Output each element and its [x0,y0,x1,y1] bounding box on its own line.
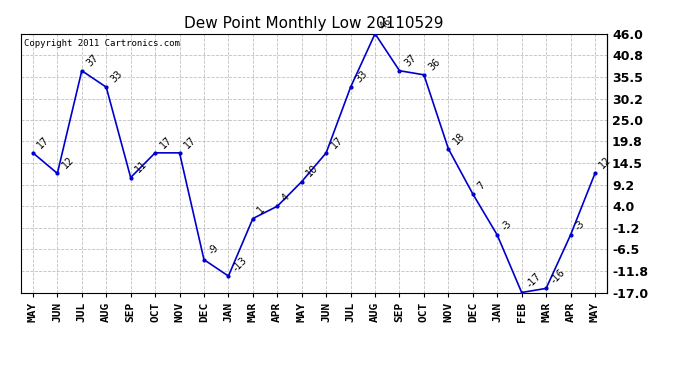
Text: 33: 33 [353,69,369,84]
Text: 17: 17 [329,134,345,150]
Text: -9: -9 [207,243,221,257]
Text: 12: 12 [60,155,76,171]
Text: 18: 18 [451,130,467,146]
Text: 17: 17 [158,134,174,150]
Text: 12: 12 [598,155,613,171]
Text: 46: 46 [378,15,393,31]
Text: 17: 17 [36,134,52,150]
Text: -16: -16 [549,267,567,286]
Title: Dew Point Monthly Low 20110529: Dew Point Monthly Low 20110529 [184,16,444,31]
Text: 1: 1 [255,204,267,216]
Text: 4: 4 [280,192,291,204]
Text: 37: 37 [402,52,418,68]
Text: 17: 17 [182,134,198,150]
Text: Copyright 2011 Cartronics.com: Copyright 2011 Cartronics.com [23,39,179,48]
Text: 10: 10 [304,163,320,179]
Text: 36: 36 [426,56,442,72]
Text: 37: 37 [85,52,100,68]
Text: 11: 11 [133,159,149,175]
Text: -13: -13 [231,255,249,273]
Text: 7: 7 [475,180,487,191]
Text: -3: -3 [500,218,514,232]
Text: -17: -17 [524,272,543,290]
Text: -3: -3 [573,218,587,232]
Text: 33: 33 [109,69,125,84]
